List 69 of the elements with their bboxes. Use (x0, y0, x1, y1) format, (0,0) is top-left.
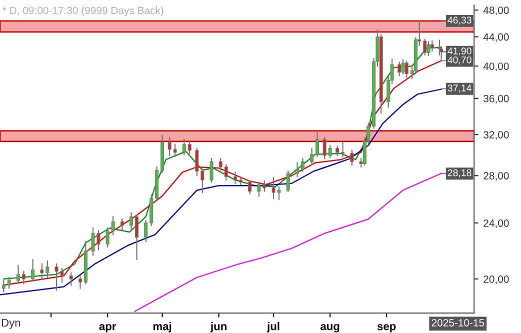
text: Dyn (2, 318, 20, 329)
candlestick (46, 260, 50, 278)
candlestick (69, 272, 73, 286)
candlestick (200, 168, 204, 194)
x-tick-label: jul (266, 322, 280, 332)
candlestick (300, 158, 304, 172)
candlestick (423, 39, 427, 56)
x-tick-label: apr (99, 324, 116, 332)
candlestick (316, 132, 320, 158)
candlestick (341, 142, 345, 158)
candlestick (144, 220, 148, 242)
candlestick (310, 148, 314, 166)
candlestick (233, 172, 237, 184)
candlestick (31, 259, 35, 282)
annotation: 46,33 (448, 16, 472, 25)
candlestick (135, 214, 138, 260)
candlestick (40, 263, 44, 280)
y-tick-label: 48,00 (483, 6, 509, 16)
y-tick-label: 20,00 (484, 275, 509, 284)
y-tick-label: 24,00 (484, 219, 509, 228)
y-tick-label: 28,00 (484, 172, 509, 181)
candlestick (404, 60, 408, 78)
candlestick (322, 136, 326, 160)
x-tick-label: jun (210, 322, 226, 332)
candlestick (16, 264, 20, 284)
candlestick (195, 148, 199, 176)
y-tick-label: 32,00 (484, 131, 509, 140)
candlestick (224, 164, 228, 181)
candlestick (286, 170, 290, 192)
candlestick (238, 177, 242, 186)
candlestick (426, 41, 430, 56)
candlestick (106, 228, 110, 248)
candlestick (78, 275, 82, 289)
candlestick (430, 40, 434, 52)
candlestick (210, 158, 214, 183)
candlestick (130, 212, 134, 230)
y-tick-label: 36,00 (484, 94, 509, 104)
line-series (134, 172, 442, 312)
line-series (0, 88, 442, 296)
candlestick (218, 158, 222, 171)
x-tick-label: maj (153, 322, 172, 332)
candlestick (295, 162, 299, 178)
candlestick (248, 180, 252, 194)
candlestick (120, 218, 124, 230)
x-tick-label: aug (320, 324, 340, 332)
candlestick (398, 62, 402, 76)
candlestick (168, 136, 172, 156)
candlestick (350, 150, 354, 166)
annotation: 37,14 (448, 84, 472, 93)
x-tick-label: sep (377, 324, 396, 332)
chart-title: * D, 09:00-17:30 (9999 Days Back) (2, 6, 164, 16)
candlestick (262, 180, 266, 192)
candlestick (328, 144, 332, 158)
candlestick (188, 140, 192, 154)
y-tick-label: 40,00 (483, 62, 509, 72)
candlestick (111, 216, 115, 236)
candlestick (173, 144, 177, 158)
annotation: 40,70 (448, 56, 472, 64)
candlestick (401, 59, 405, 74)
text: 2025-10-15 (432, 319, 484, 326)
y-tick-label: 44,00 (483, 33, 509, 42)
annotation: 41,90 (448, 48, 472, 56)
candlestick (2, 280, 6, 292)
candlestick (336, 146, 340, 156)
candlestick (182, 138, 186, 155)
candlestick (257, 182, 261, 197)
candlestick (22, 270, 26, 284)
candlestick (7, 276, 11, 289)
annotation: 28,18 (448, 169, 472, 178)
